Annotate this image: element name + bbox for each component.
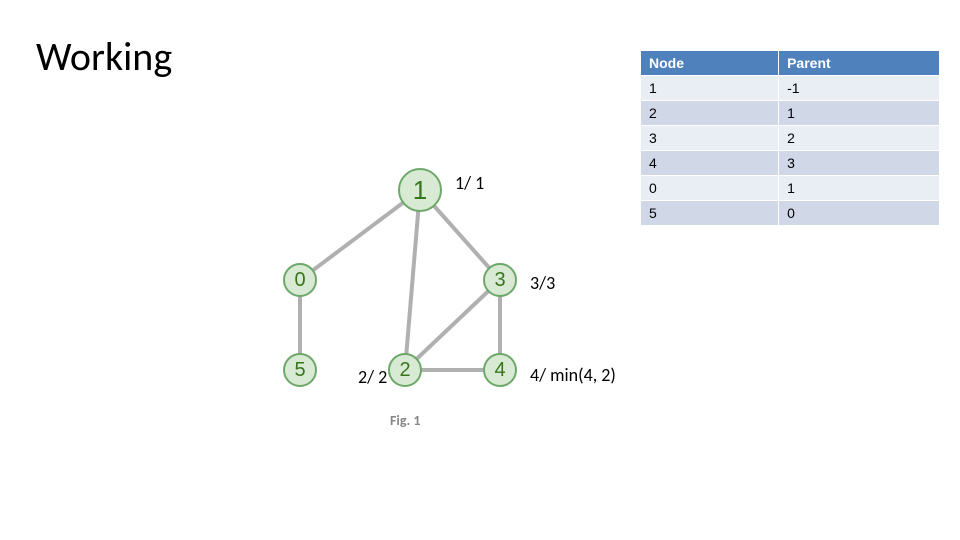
table-cell: 1 xyxy=(641,76,779,101)
parent-table: NodeParent 1-12132430150 xyxy=(640,50,940,226)
table-cell: 4 xyxy=(641,151,779,176)
table-cell: 5 xyxy=(641,201,779,226)
table-row: 32 xyxy=(641,126,940,151)
table-cell: 0 xyxy=(779,201,940,226)
graph-node: 1 xyxy=(398,168,442,212)
graph-node: 3 xyxy=(483,263,517,297)
graph-edge xyxy=(405,190,420,370)
table-row: 01 xyxy=(641,176,940,201)
table-header-row: NodeParent xyxy=(641,51,940,76)
graph-node: 0 xyxy=(283,263,317,297)
graph-annotation: 2/ 2 xyxy=(358,366,387,388)
graph-node: 4 xyxy=(483,353,517,387)
graph-annotation: 3/3 xyxy=(530,272,555,294)
graph-diagram: 1035241/ 13/32/ 24/ min(4, 2)Fig. 1 xyxy=(240,150,580,460)
figure-caption: Fig. 1 xyxy=(390,412,421,429)
table-body: 1-12132430150 xyxy=(641,76,940,226)
table-cell: 2 xyxy=(641,101,779,126)
table-cell: -1 xyxy=(779,76,940,101)
table-header-cell: Node xyxy=(641,51,779,76)
graph-annotation: 4/ min(4, 2) xyxy=(530,364,616,386)
table-cell: 3 xyxy=(779,151,940,176)
table-row: 1-1 xyxy=(641,76,940,101)
table-header-cell: Parent xyxy=(779,51,940,76)
table-cell: 1 xyxy=(779,176,940,201)
table-row: 21 xyxy=(641,101,940,126)
graph-node: 5 xyxy=(283,353,317,387)
table-cell: 2 xyxy=(779,126,940,151)
table-cell: 0 xyxy=(641,176,779,201)
graph-annotation: 1/ 1 xyxy=(455,172,484,194)
table-row: 43 xyxy=(641,151,940,176)
table-row: 50 xyxy=(641,201,940,226)
graph-edge xyxy=(405,280,500,370)
graph-node: 2 xyxy=(388,353,422,387)
table-cell: 1 xyxy=(779,101,940,126)
table-cell: 3 xyxy=(641,126,779,151)
page-title: Working xyxy=(36,32,172,81)
